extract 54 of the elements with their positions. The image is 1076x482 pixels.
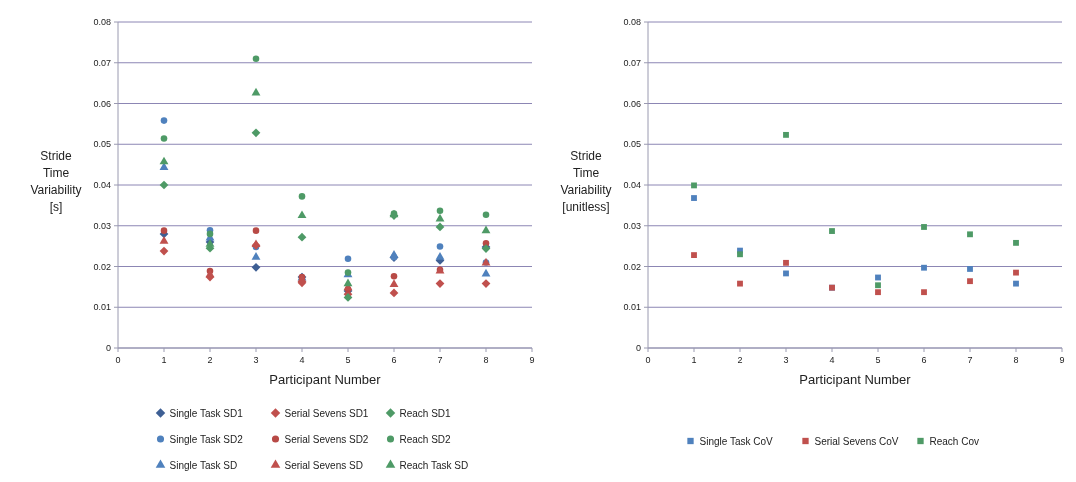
x-tick-label: 3 [253,355,259,365]
x-axis-title: Participant Number [269,372,382,387]
y-tick-label: 0.07 [623,57,641,68]
x-tick-label: 8 [483,355,489,365]
x-tick-label: 8 [1013,355,1019,365]
legend-label: Single Task CoV [699,435,774,447]
y-tick-label: 0.05 [93,139,111,150]
x-tick-label: 1 [161,355,167,365]
x-axis-title: Participant Number [799,372,912,387]
legend-label: Single Task SD [169,459,238,471]
x-tick-label: 5 [345,355,351,365]
legend-label: Reach SD2 [399,433,452,445]
x-tick-label: 4 [299,355,305,365]
y-tick-label: 0 [635,343,641,354]
legend-label: Serial Sevens CoV [814,435,899,447]
y-tick-label: 0.06 [623,98,641,109]
x-tick-label: 2 [737,355,743,365]
y-tick-label: 0.08 [93,17,111,28]
x-tick-label: 5 [875,355,881,365]
y-tick-label: 0.06 [93,98,111,109]
x-tick-label: 6 [921,355,927,365]
legend-label: Single Task SD1 [169,407,244,419]
x-tick-label: 7 [967,355,973,365]
y-tick-label: 0.05 [623,139,641,150]
legend-label: Serial Sevens SD1 [284,407,369,419]
x-tick-label: 4 [829,355,835,365]
y-tick-label: 0.01 [623,302,641,313]
legend-label: Reach SD1 [399,407,452,419]
x-tick-label: 1 [691,355,697,365]
x-tick-label: 9 [529,355,535,365]
y-tick-label: 0.03 [623,220,641,231]
x-tick-label: 0 [645,355,651,365]
legend-label: Serial Sevens SD [284,459,363,471]
y-tick-label: 0.03 [93,220,111,231]
y-tick-label: 0.02 [93,261,111,272]
x-tick-label: 9 [1059,355,1065,365]
x-tick-label: 2 [207,355,213,365]
y-tick-label: 0.01 [93,302,111,313]
y-tick-label: 0.08 [623,17,641,28]
legend-label: Single Task SD2 [169,433,244,445]
legend-label: Serial Sevens SD2 [284,433,369,445]
y-tick-label: 0.02 [623,261,641,272]
x-tick-label: 6 [391,355,397,365]
y-tick-label: 0.07 [93,57,111,68]
x-tick-label: 3 [783,355,789,365]
y-tick-label: 0.04 [93,180,111,191]
legend-label: Reach Task SD [399,459,469,471]
x-tick-label: 0 [115,355,121,365]
y-axis-title: Stride Time Variability [s] [30,148,82,214]
x-tick-label: 7 [437,355,443,365]
y-tick-label: 0 [105,343,111,354]
y-tick-label: 0.04 [623,180,641,191]
legend-label: Reach Cov [929,435,979,447]
y-axis-title: Stride Time Variability [unitless] [560,148,612,214]
